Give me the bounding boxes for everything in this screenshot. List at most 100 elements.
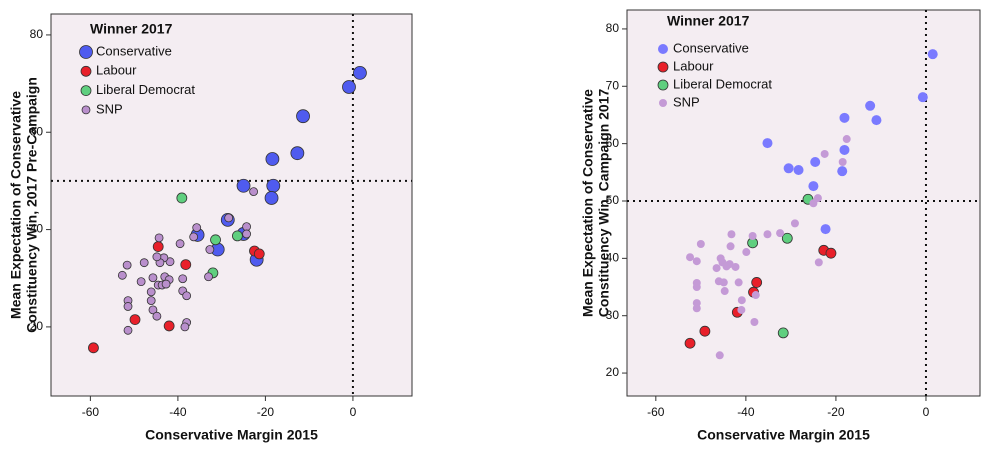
point (154, 233, 164, 243)
y-axis-label: Mean Expectation of Conservative (580, 89, 596, 317)
point (205, 245, 215, 254)
point (692, 257, 701, 266)
point (793, 165, 804, 176)
point (178, 274, 188, 284)
point (152, 252, 162, 262)
legend-marker (80, 65, 92, 77)
point (152, 311, 162, 321)
point (189, 232, 199, 242)
point (762, 138, 773, 149)
point (737, 305, 746, 314)
point (737, 296, 746, 305)
point (748, 231, 757, 240)
point (734, 278, 743, 287)
legend-marker (79, 45, 93, 59)
point (161, 279, 171, 289)
y-tick-label: 80 (606, 21, 620, 35)
point (715, 351, 724, 360)
point (175, 239, 185, 249)
point (176, 192, 188, 204)
point (742, 248, 751, 257)
point (750, 318, 759, 327)
point (265, 152, 280, 166)
point (290, 146, 305, 161)
x-tick-label: 0 (923, 405, 930, 419)
y-tick-label: 40 (606, 251, 620, 265)
legend-marker (81, 105, 91, 115)
chart: 20 30 40 50 60 70 80 -60 -40 -20 0 Conservative Mar… (580, 9, 981, 443)
x-tick-label: -60 (82, 405, 100, 419)
point (180, 259, 192, 271)
point (163, 320, 175, 332)
point (122, 260, 132, 270)
point (210, 234, 221, 246)
point (837, 166, 848, 177)
y-tick-label: 70 (606, 78, 620, 92)
legend-marker (657, 61, 669, 73)
point (731, 262, 740, 271)
point (814, 258, 823, 267)
point (296, 109, 310, 124)
point (726, 242, 735, 251)
point (129, 314, 141, 326)
x-axis-label: Conservative Margin 2015 (697, 427, 870, 443)
y-tick-label: 60 (30, 124, 44, 138)
plot-area (626, 9, 981, 397)
point (253, 248, 265, 260)
point (865, 100, 876, 111)
chart: 20 40 60 80 -60 -40 -20 0 Conservative Margin 20… (8, 13, 413, 443)
point (720, 287, 729, 296)
point (820, 149, 829, 158)
y-tick-label: 80 (30, 27, 44, 41)
legend-marker (658, 44, 668, 54)
legend-label: Liberal Democrat (673, 76, 772, 91)
point (242, 229, 251, 239)
point (699, 325, 711, 337)
point (839, 144, 850, 155)
point (353, 65, 367, 80)
point (839, 112, 850, 123)
legend-label: Conservative (96, 43, 172, 58)
point (927, 49, 938, 60)
point (783, 163, 794, 174)
point (820, 224, 831, 235)
x-tick-label: -20 (257, 405, 275, 419)
y-axis-label: Constituency Win, 2017 Pre-Campaign (24, 77, 40, 333)
x-tick-label: -20 (827, 405, 845, 419)
x-tick-label: 0 (350, 405, 357, 419)
point (136, 277, 146, 287)
y-tick-label: 60 (606, 136, 620, 150)
point (146, 296, 156, 306)
y-tick-label: 40 (30, 222, 44, 236)
x-tick-label: -60 (647, 405, 665, 419)
point (751, 277, 763, 288)
y-tick-label: 20 (606, 365, 620, 379)
legend-label: SNP (96, 101, 123, 116)
point (838, 157, 847, 166)
point (751, 291, 760, 300)
point (808, 181, 819, 192)
y-tick-label: 50 (606, 193, 620, 207)
y-axis-label: Mean Expectation of Conservative (8, 91, 24, 319)
y-tick-label: 30 (606, 308, 620, 322)
x-tick-label: -40 (737, 405, 755, 419)
point (249, 187, 258, 197)
legend-label: Labour (673, 58, 714, 73)
point (146, 287, 156, 297)
point (123, 302, 133, 311)
legend-marker (80, 85, 92, 96)
point (684, 337, 696, 349)
point (224, 213, 234, 223)
point (180, 322, 190, 332)
point (917, 92, 928, 103)
legend-label: Liberal Democrat (96, 82, 195, 97)
legend-label: Labour (96, 63, 137, 78)
x-axis-label: Conservative Margin 2015 (145, 427, 318, 443)
point (809, 199, 818, 208)
point (692, 283, 701, 292)
point (871, 115, 882, 126)
point (776, 229, 785, 238)
point (148, 305, 158, 315)
point (712, 264, 721, 273)
